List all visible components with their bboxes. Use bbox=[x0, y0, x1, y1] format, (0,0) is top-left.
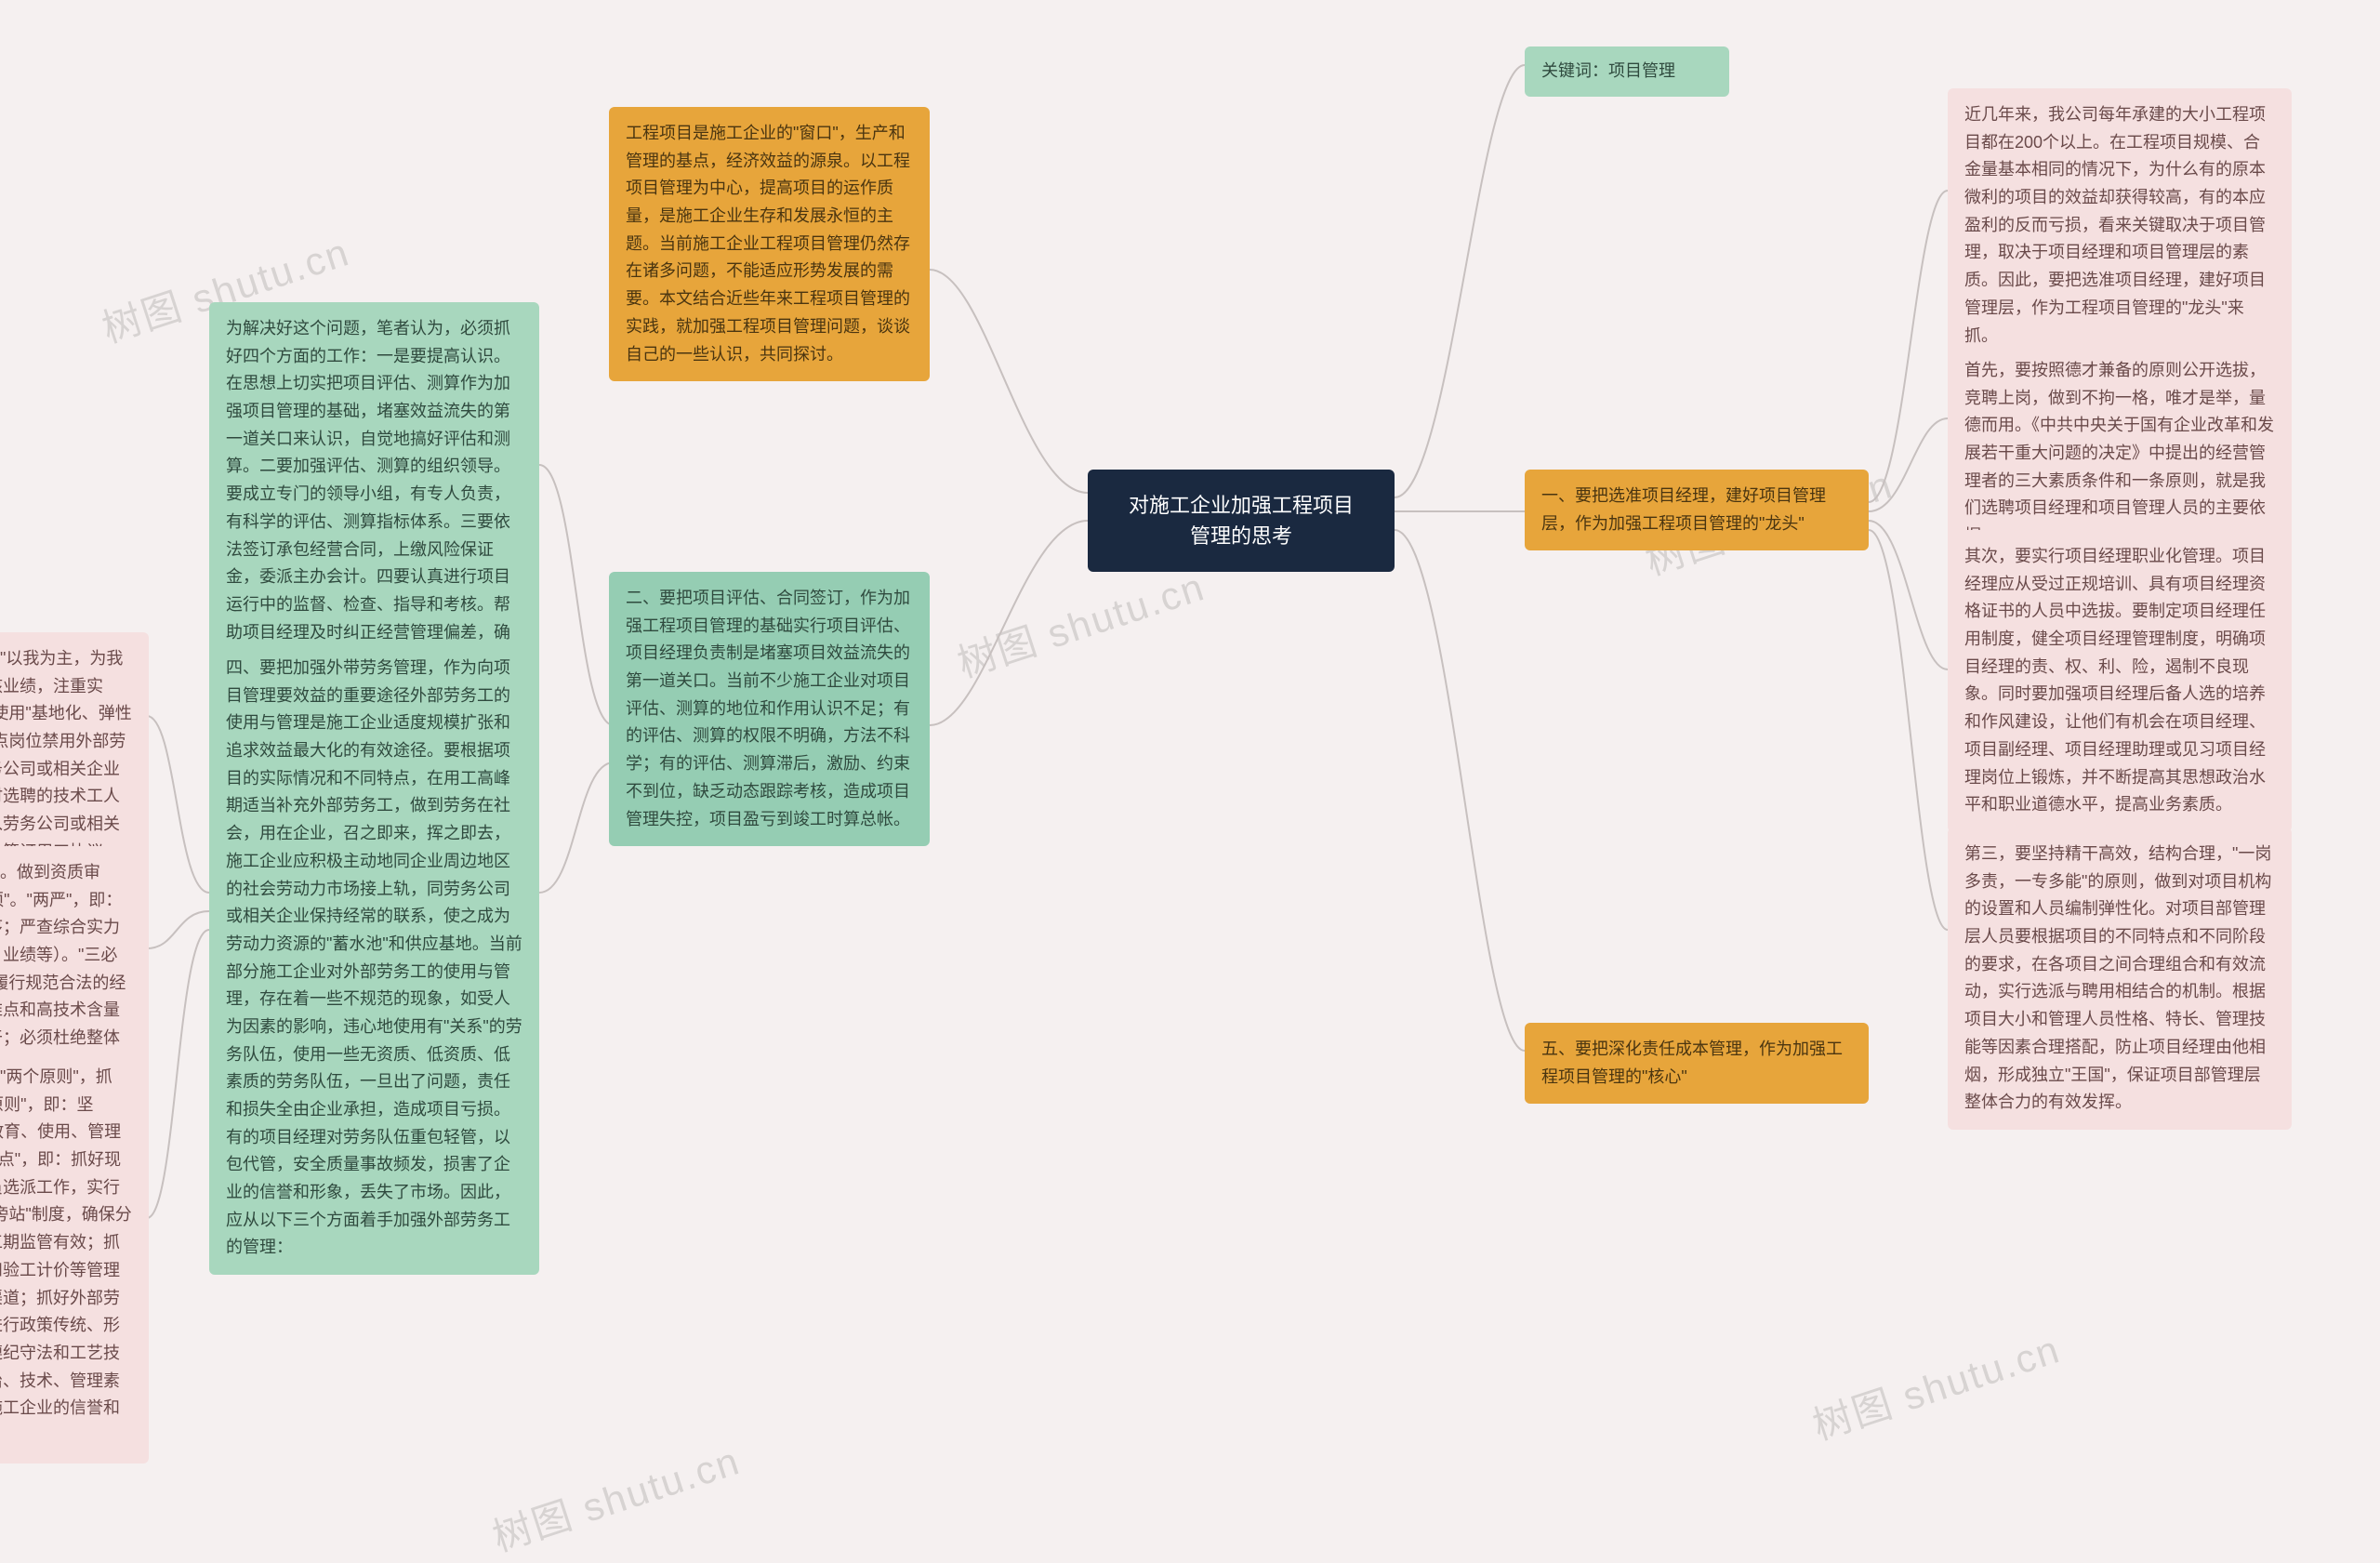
node-section-5[interactable]: 五、要把深化责任成本管理，作为加强工程项目管理的"核心" bbox=[1525, 1023, 1869, 1104]
node-detail-4[interactable]: 第三，要坚持精干高效，结构合理，"一岗多责，一专多能"的原则，做到对项目机构的设… bbox=[1948, 828, 2292, 1130]
node-solution-4steps[interactable]: 为解决好这个问题，笔者认为，必须抓好四个方面的工作：一是要提高认识。在思想上切实… bbox=[209, 302, 539, 687]
node-keyword[interactable]: 关键词：项目管理 bbox=[1525, 46, 1729, 97]
node-section-1[interactable]: 一、要把选准项目经理，建好项目管理层，作为加强工程项目管理的"龙头" bbox=[1525, 470, 1869, 550]
node-detail-3[interactable]: 其次，要实行项目经理职业化管理。项目经理应从受过正规培训、具有项目经理资格证书的… bbox=[1948, 530, 2292, 832]
watermark: 树图 shutu.cn bbox=[1805, 1318, 2067, 1451]
node-section-4[interactable]: 四、要把加强外带劳务管理，作为向项目管理要效益的重要途径外部劳务工的使用与管理是… bbox=[209, 642, 539, 1275]
node-detail-1[interactable]: 近几年来，我公司每年承建的大小工程项目都在200个以上。在工程项目规模、合金量基… bbox=[1948, 88, 2292, 363]
node-rule-1[interactable]: 1.规范使用制度。坚持"以我为主，为我使用，合理有序，考核业绩，注重实力"的方针… bbox=[0, 632, 149, 880]
watermark: 树图 shutu.cn bbox=[484, 1430, 747, 1563]
node-section-2[interactable]: 二、要把项目评估、合同签订，作为加强工程项目管理的基础实行项目评估、项目经理负责… bbox=[609, 572, 930, 846]
watermark: 树图 shutu.cn bbox=[949, 556, 1211, 689]
mindmap-root[interactable]: 对施工企业加强工程项目管理的思考 bbox=[1088, 470, 1395, 572]
node-intro[interactable]: 工程项目是施工企业的"窗口"，生产和管理的基点，经济效益的源泉。以工程项目管理为… bbox=[609, 107, 930, 381]
node-rule-3[interactable]: 3.加强动态管理。突出"两个原则"，抓好"三个重点"。"两个原则"，即：坚持"谁… bbox=[0, 1051, 149, 1464]
